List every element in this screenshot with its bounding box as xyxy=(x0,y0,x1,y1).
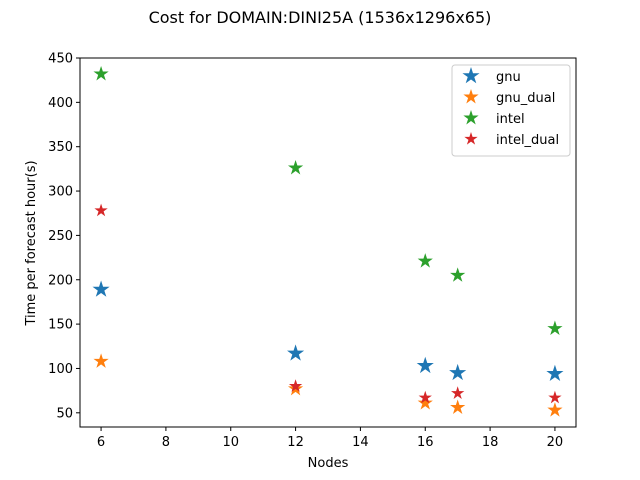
data-point-gnu xyxy=(92,280,110,297)
x-tick-label: 12 xyxy=(287,435,304,450)
y-tick-label: 100 xyxy=(48,362,73,377)
y-tick-label: 400 xyxy=(48,96,73,111)
chart-title: Cost for DOMAIN:DINI25A (1536x1296x65) xyxy=(149,8,492,27)
data-point-gnu_dual xyxy=(417,395,433,410)
y-tick-label: 200 xyxy=(48,273,73,288)
y-tick-label: 300 xyxy=(48,185,73,200)
x-axis-label: Nodes xyxy=(308,456,349,471)
x-tick-label: 20 xyxy=(547,435,564,450)
data-point-intel_dual xyxy=(418,390,432,404)
data-point-intel_dual xyxy=(548,390,562,404)
y-tick-label: 50 xyxy=(56,406,73,421)
legend-marker-intel xyxy=(463,110,479,125)
y-tick-label: 250 xyxy=(48,229,73,244)
legend-marker-gnu_dual xyxy=(463,89,479,104)
x-tick-label: 14 xyxy=(352,435,369,450)
data-point-gnu_dual xyxy=(93,353,109,368)
x-tick-label: 8 xyxy=(162,435,170,450)
legend-label-gnu_dual: gnu_dual xyxy=(496,91,555,106)
legend-label-intel: intel xyxy=(496,112,525,127)
data-point-intel xyxy=(450,267,466,282)
legend-label-gnu: gnu xyxy=(496,70,521,85)
y-tick-label: 450 xyxy=(48,52,73,67)
y-tick-label: 350 xyxy=(48,140,73,155)
data-point-gnu xyxy=(416,356,434,374)
y-tick-label: 150 xyxy=(48,318,73,333)
data-point-intel xyxy=(287,159,304,175)
data-point-gnu xyxy=(287,344,305,361)
legend-label-intel_dual: intel_dual xyxy=(496,133,559,148)
y-axis-label: Time per forecast hour(s) xyxy=(24,160,39,326)
x-tick-label: 18 xyxy=(482,435,499,450)
x-tick-label: 6 xyxy=(97,435,105,450)
legend-box xyxy=(451,64,571,157)
legend-marker-gnu xyxy=(462,67,480,84)
data-point-gnu_dual xyxy=(547,402,563,417)
data-point-intel_dual xyxy=(451,386,465,399)
data-point-gnu xyxy=(546,364,564,382)
data-point-intel xyxy=(417,253,433,268)
data-points xyxy=(92,65,564,417)
x-tick-label: 10 xyxy=(222,435,239,450)
axis-ticks: 6 8 10 12 14 16 18 20 50 100 150 200 250 300 350 400 450 xyxy=(48,52,563,451)
data-point-gnu_dual xyxy=(450,399,466,414)
x-tick-label: 16 xyxy=(417,435,434,450)
data-point-intel xyxy=(547,320,563,336)
data-point-intel_dual xyxy=(288,379,303,392)
legend-marker-intel_dual xyxy=(464,132,478,145)
data-point-gnu xyxy=(449,363,467,381)
data-point-intel xyxy=(93,65,109,81)
plot-frame xyxy=(79,57,577,428)
data-point-intel_dual xyxy=(94,203,108,217)
